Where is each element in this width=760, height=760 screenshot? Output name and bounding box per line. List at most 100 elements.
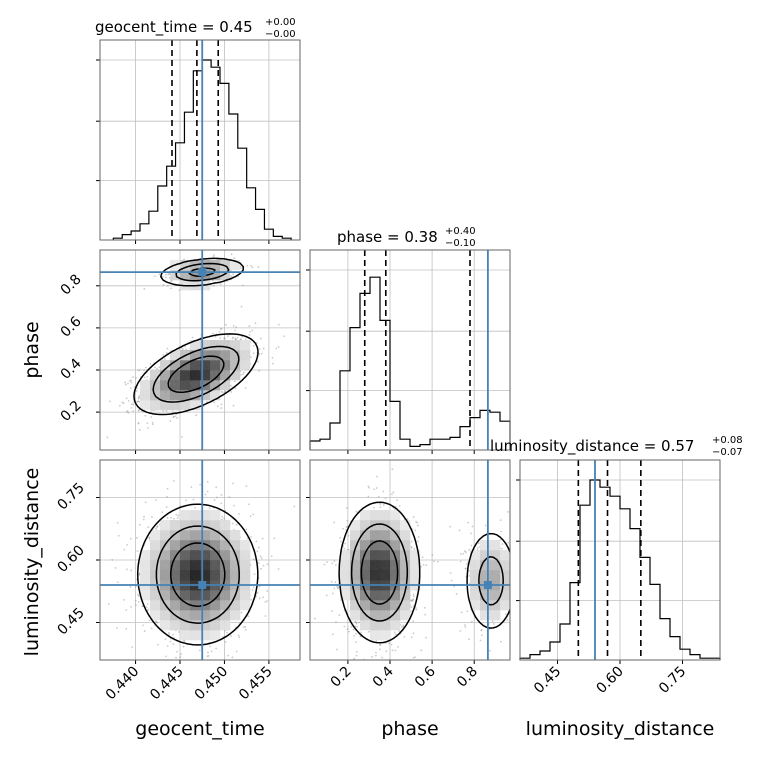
tick-label-x: 0.6 [412, 663, 439, 690]
sample-point [162, 354, 165, 356]
sample-point [355, 650, 358, 653]
density-cell [190, 620, 201, 631]
sample-point [147, 426, 149, 429]
density-cell [180, 610, 191, 621]
sample-point [258, 348, 261, 351]
hist-panel-geocent_time-bg [100, 40, 300, 240]
sample-point [262, 596, 265, 599]
sample-point [127, 399, 130, 402]
tick-label-x: 0.2 [328, 664, 355, 691]
density-cell [170, 560, 181, 571]
sample-point [235, 326, 238, 329]
sample-point [213, 498, 216, 501]
density-cell [150, 570, 161, 581]
sample-point [142, 518, 145, 521]
tick-label-y: 0.45 [54, 605, 87, 638]
sample-point [138, 395, 141, 398]
sample-point [158, 366, 161, 369]
sample-point [129, 586, 132, 588]
sample-point [151, 423, 154, 426]
density-cell [200, 590, 211, 601]
sample-point [231, 656, 234, 659]
density-cell [220, 610, 231, 621]
sample-point [326, 561, 328, 564]
sample-point [252, 558, 255, 561]
sample-point [424, 613, 427, 616]
sample-point [407, 664, 409, 666]
sample-point [437, 560, 439, 563]
density-panel-phase-luminosity_distance: 0.2 0.4 0.6 0.8 [306, 459, 511, 691]
sample-point [423, 606, 426, 609]
density-cell [170, 620, 181, 631]
sample-point [180, 653, 182, 655]
sample-point [425, 636, 427, 639]
sample-point [354, 625, 357, 628]
sample-point [166, 347, 169, 350]
sample-point [233, 257, 236, 259]
density-cell [210, 260, 221, 271]
sample-point [144, 366, 147, 369]
sample-point [414, 607, 417, 609]
sample-point [137, 400, 139, 403]
density-cell [190, 560, 201, 571]
density-cell [190, 400, 201, 411]
density-cell [200, 260, 211, 271]
sample-point [137, 600, 140, 603]
sample-point [221, 515, 224, 518]
density-cell [210, 510, 221, 521]
density-cell [160, 610, 171, 621]
density-cell [190, 530, 201, 541]
sample-point [190, 486, 193, 489]
sample-point [377, 495, 380, 498]
sample-point [111, 558, 114, 561]
sample-point [333, 587, 336, 590]
density-panel-phase-luminosity_distance-content [310, 460, 510, 666]
sample-point [249, 330, 251, 333]
sample-point [165, 410, 168, 412]
sample-point [215, 496, 218, 499]
contour-line [133, 257, 259, 416]
sample-point [117, 534, 120, 537]
sample-point [333, 521, 336, 524]
sample-point [215, 647, 218, 650]
sample-point [156, 525, 159, 528]
density-cell [190, 350, 201, 361]
sample-point [216, 405, 219, 408]
contour-line [152, 262, 240, 403]
sample-point [355, 632, 357, 635]
sample-point [231, 337, 234, 340]
sample-point [379, 503, 382, 506]
density-cell [230, 540, 241, 551]
density-cell [140, 380, 151, 391]
hist-panel-phase-bg [310, 250, 510, 450]
sample-point [422, 564, 425, 566]
sample-point [150, 627, 153, 630]
sample-point [169, 420, 172, 422]
density-cell [200, 510, 211, 521]
sample-point [116, 581, 119, 584]
density-cell [180, 520, 191, 531]
density-cell [240, 600, 251, 611]
density-cell [230, 260, 241, 271]
sample-point [242, 371, 245, 374]
density-cell [210, 630, 221, 641]
sample-point [118, 404, 121, 407]
sample-point [130, 569, 133, 572]
density-cell [240, 540, 251, 551]
sample-point [323, 563, 326, 566]
sample-point [137, 397, 140, 400]
sample-point [130, 606, 132, 608]
sample-point [230, 391, 233, 393]
sample-point [226, 631, 228, 634]
density-cell [170, 370, 181, 381]
sample-point [132, 376, 134, 378]
sample-point [206, 655, 209, 658]
sample-point [360, 631, 362, 634]
sample-point [355, 510, 358, 513]
sample-point [371, 656, 373, 658]
sample-point [245, 485, 248, 488]
sample-point [410, 636, 413, 639]
density-cell [200, 520, 211, 531]
sample-point [171, 411, 174, 414]
density-cell [190, 570, 201, 581]
